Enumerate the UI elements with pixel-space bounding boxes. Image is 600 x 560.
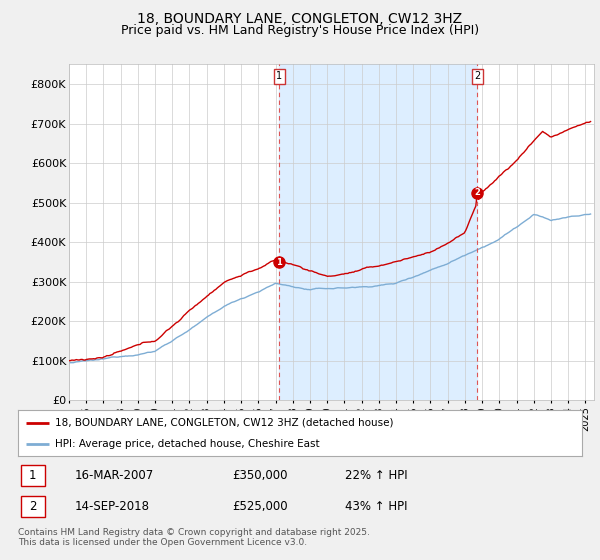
FancyBboxPatch shape bbox=[21, 465, 44, 486]
Text: 2: 2 bbox=[474, 188, 480, 197]
Text: 1: 1 bbox=[29, 469, 37, 482]
Text: 2: 2 bbox=[474, 71, 480, 81]
FancyBboxPatch shape bbox=[21, 496, 44, 517]
Text: 2: 2 bbox=[29, 500, 37, 513]
Text: 18, BOUNDARY LANE, CONGLETON, CW12 3HZ: 18, BOUNDARY LANE, CONGLETON, CW12 3HZ bbox=[137, 12, 463, 26]
Text: 14-SEP-2018: 14-SEP-2018 bbox=[74, 500, 149, 513]
Text: £525,000: £525,000 bbox=[232, 500, 288, 513]
Text: £350,000: £350,000 bbox=[232, 469, 288, 482]
Text: HPI: Average price, detached house, Cheshire East: HPI: Average price, detached house, Ches… bbox=[55, 439, 319, 449]
Text: 43% ↑ HPI: 43% ↑ HPI bbox=[345, 500, 407, 513]
Text: 16-MAR-2007: 16-MAR-2007 bbox=[74, 469, 154, 482]
Text: Contains HM Land Registry data © Crown copyright and database right 2025.
This d: Contains HM Land Registry data © Crown c… bbox=[18, 528, 370, 547]
Bar bbox=[279, 64, 477, 400]
Text: 22% ↑ HPI: 22% ↑ HPI bbox=[345, 469, 408, 482]
Text: 18, BOUNDARY LANE, CONGLETON, CW12 3HZ (detached house): 18, BOUNDARY LANE, CONGLETON, CW12 3HZ (… bbox=[55, 418, 393, 428]
Text: Price paid vs. HM Land Registry's House Price Index (HPI): Price paid vs. HM Land Registry's House … bbox=[121, 24, 479, 36]
Text: 1: 1 bbox=[276, 71, 282, 81]
Text: 1: 1 bbox=[276, 258, 282, 267]
